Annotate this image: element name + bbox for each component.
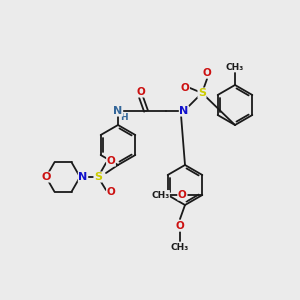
Text: N: N <box>113 106 123 116</box>
Text: O: O <box>106 187 116 197</box>
Text: O: O <box>178 190 187 200</box>
Text: N: N <box>78 172 88 182</box>
Text: O: O <box>181 83 189 93</box>
Text: O: O <box>136 87 146 97</box>
Text: S: S <box>94 172 102 182</box>
Text: O: O <box>202 68 211 78</box>
Text: O: O <box>41 172 51 182</box>
Text: H: H <box>120 112 128 122</box>
Text: S: S <box>198 88 206 98</box>
Text: CH₃: CH₃ <box>226 62 244 71</box>
Text: N: N <box>179 106 189 116</box>
Text: O: O <box>106 156 116 166</box>
Text: CH₃: CH₃ <box>151 190 169 200</box>
Text: O: O <box>176 221 184 231</box>
Text: CH₃: CH₃ <box>171 244 189 253</box>
